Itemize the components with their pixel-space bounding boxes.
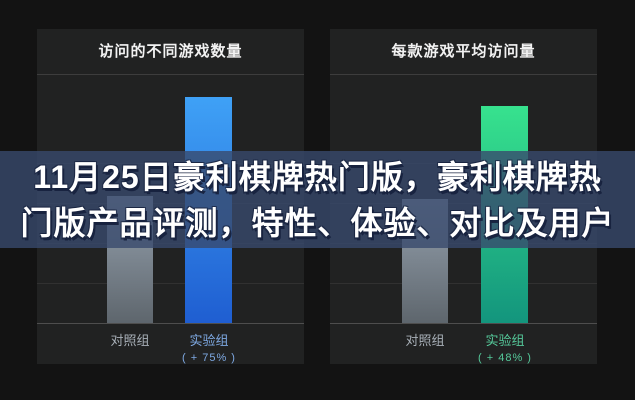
category-label: 实验组 [189,333,229,348]
label-experiment-group: 实验组 ( + 48% ) [455,330,555,364]
category-labels: 对照组 实验组 ( + 75% ) [37,324,304,364]
x-axis-line [330,323,597,324]
chart-title: 访问的不同游戏数量 [37,29,304,75]
chart-title: 每款游戏平均访问量 [330,29,597,75]
gridline [330,283,597,284]
delta-badge: ( + 75% ) [182,352,236,364]
headline-banner: 11月25日豪利棋牌热门版，豪利棋牌热 门版产品评测，特性、体验、对比及用户 [0,151,635,248]
headline-text-line1: 11月25日豪利棋牌热门版，豪利棋牌热 [33,158,602,195]
label-experiment-group: 实验组 ( + 75% ) [159,330,259,364]
gridline [37,283,304,284]
x-axis-line [37,323,304,324]
category-label: 对照组 [405,333,445,348]
category-label: 实验组 [485,333,525,348]
label-control-group: 对照组 [375,330,475,349]
label-control-group: 对照组 [80,330,180,349]
category-label: 对照组 [110,333,150,348]
delta-badge: ( + 48% ) [478,352,532,364]
headline-text-line2: 门版产品评测，特性、体验、对比及用户 [20,204,615,241]
category-labels: 对照组 实验组 ( + 48% ) [330,324,597,364]
